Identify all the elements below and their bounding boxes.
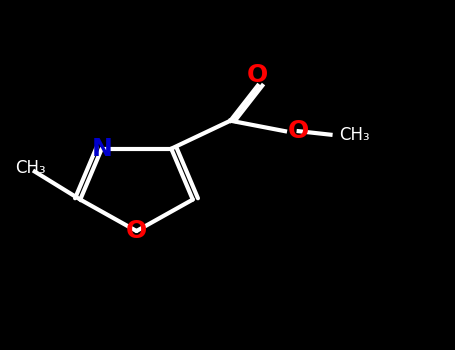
Text: CH₃: CH₃ bbox=[339, 126, 370, 144]
Text: N: N bbox=[91, 137, 112, 161]
Text: O: O bbox=[126, 219, 147, 243]
Text: O: O bbox=[288, 119, 309, 143]
Text: O: O bbox=[247, 63, 268, 87]
Text: CH₃: CH₃ bbox=[15, 159, 46, 177]
